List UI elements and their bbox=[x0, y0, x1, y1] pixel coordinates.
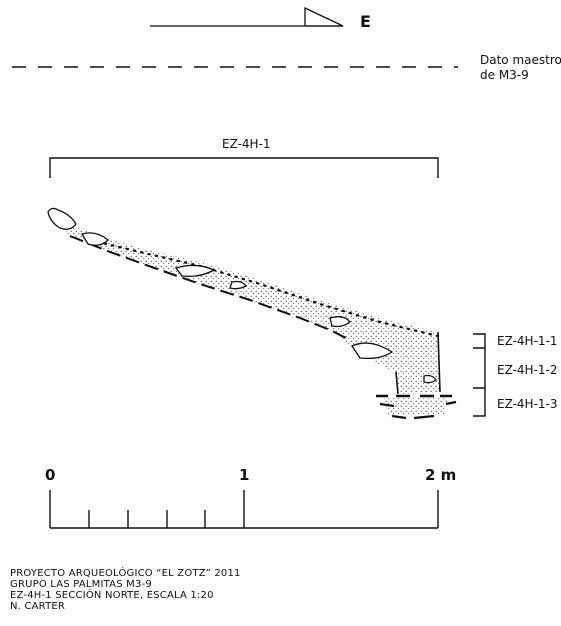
caption: PROYECTO ARQUEOLÓGICO “EL ZOTZ” 2011 GRU… bbox=[10, 568, 241, 612]
direction-arrow-icon bbox=[150, 6, 344, 27]
caption-line-1: PROYECTO ARQUEOLÓGICO “EL ZOTZ” 2011 bbox=[10, 568, 241, 579]
soil-profile bbox=[47, 207, 457, 420]
unit-label: EZ-4H-1 bbox=[222, 137, 271, 151]
direction-label: E bbox=[360, 12, 371, 31]
unit-bracket bbox=[49, 157, 439, 178]
lot-label-2: EZ-4H-1-2 bbox=[497, 363, 558, 377]
lot-brackets bbox=[473, 333, 486, 417]
scale-tick-label-0: 0 bbox=[45, 466, 56, 484]
lot-label-3: EZ-4H-1-3 bbox=[497, 397, 558, 411]
caption-line-4: N. CARTER bbox=[10, 601, 66, 612]
lot-label-1: EZ-4H-1-1 bbox=[497, 334, 558, 348]
scale-bar bbox=[49, 490, 439, 529]
datum-label: Dato maestro de M3-9 bbox=[480, 53, 561, 83]
caption-line-2: GRUPO LAS PALMITAS M3-9 bbox=[10, 579, 152, 590]
caption-line-3: EZ-4H-1 SECCIÓN NORTE, ESCALA 1:20 bbox=[10, 590, 214, 601]
datum-label-line-2: de M3-9 bbox=[480, 68, 529, 82]
datum-label-line-1: Dato maestro bbox=[480, 53, 561, 67]
scale-tick-label-2: 2 m bbox=[425, 466, 457, 484]
scale-tick-label-1: 1 bbox=[239, 466, 250, 484]
